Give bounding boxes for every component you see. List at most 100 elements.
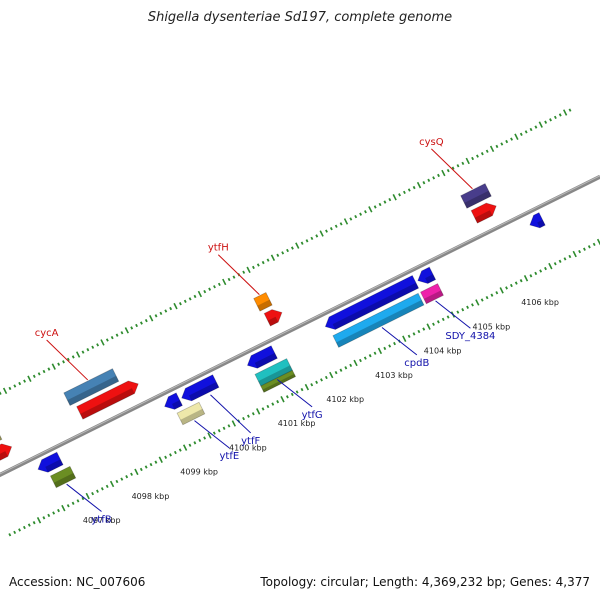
inner-tick-row-mark	[344, 366, 348, 370]
outer-tick-row-mark	[489, 145, 495, 153]
inner-tick-row-mark	[412, 332, 416, 336]
inner-tick-row-mark	[461, 308, 465, 312]
inner-tick-row-mark	[96, 489, 99, 493]
inner-tick-row-mark	[247, 414, 250, 418]
outer-tick-row-mark	[135, 323, 138, 328]
outer-tick-row-mark	[519, 132, 523, 136]
reverse-gene-ytfE	[176, 401, 206, 426]
reverse-gene-ytfE-shade	[180, 408, 205, 425]
outer-tick-row-mark	[2, 387, 8, 395]
inner-tick-row-mark	[71, 501, 75, 505]
inner-tick-row-mark	[349, 363, 353, 368]
inner-tick-row-mark	[495, 291, 499, 295]
outer-tick-row-mark	[266, 258, 270, 262]
inner-tick-row-mark	[222, 426, 226, 430]
inner-tick-row-mark	[523, 275, 529, 282]
inner-tick-row-mark	[363, 356, 367, 360]
gene-ytfe-leader	[194, 420, 230, 449]
outer-tick-row-mark	[110, 335, 114, 340]
inner-tick-row-mark	[8, 533, 12, 537]
gene-ytfe-label: ytfE	[219, 451, 239, 462]
reverse-cds-0	[164, 392, 183, 410]
inner-tick-row-mark	[47, 513, 51, 518]
gene-cysQ-leader	[431, 148, 473, 190]
outer-tick-row-mark	[149, 315, 154, 322]
forward-gene-cysQ	[460, 183, 492, 209]
outer-tick-row-mark	[446, 168, 450, 173]
reverse-extra-0-shade	[262, 373, 296, 393]
reverse-gene-ytfG-shade	[258, 365, 293, 387]
outer-tick-row-mark	[295, 242, 300, 249]
reverse-cds-2	[246, 345, 278, 369]
inner-tick-row-mark	[182, 444, 188, 451]
outer-tick-row-mark	[383, 200, 387, 204]
outer-tick-row-mark	[529, 127, 533, 132]
inner-tick-row-mark	[553, 262, 557, 266]
inner-tick-row-mark	[32, 521, 36, 525]
outer-tick-row-mark	[86, 348, 90, 352]
inner-tick-row-mark	[158, 456, 163, 463]
scale-tick-label: 4101 kbp	[278, 419, 316, 428]
outer-tick-row-mark	[524, 130, 528, 134]
outer-tick-row-mark	[538, 121, 543, 128]
outer-tick-row-mark	[368, 206, 373, 213]
outer-tick-row-mark	[407, 188, 411, 192]
outer-tick-row-mark	[300, 241, 304, 245]
outer-tick-row-mark	[476, 154, 479, 158]
scale-tick-label: 4102 kbp	[326, 395, 364, 404]
outer-tick-row-mark	[57, 362, 61, 366]
inner-tick-row-mark	[134, 468, 139, 476]
inner-tick-row-mark	[383, 346, 387, 351]
outer-tick-row-mark	[378, 202, 382, 207]
outer-tick-row-mark	[325, 229, 328, 233]
outer-tick-row-mark	[432, 176, 436, 180]
scale-tick-label: 4104 kbp	[424, 347, 462, 356]
inner-tick-row-mark	[446, 315, 450, 319]
reverse-gene-ytfB-shade	[53, 473, 76, 488]
outer-tick-row-mark	[217, 282, 221, 287]
scale-tick-label: 4103 kbp	[375, 371, 413, 380]
inner-tick-row-mark	[212, 431, 216, 435]
gene-cycA-leader	[46, 339, 89, 381]
inner-tick-row-mark	[310, 383, 314, 387]
outer-tick-row-mark	[13, 384, 17, 388]
backbone-layer	[0, 174, 600, 478]
inner-tick-row-mark	[173, 450, 177, 455]
outer-tick-row-mark	[154, 314, 158, 318]
outer-tick-row-mark	[465, 157, 470, 165]
outer-tick-row-mark	[568, 108, 572, 112]
gene-ytfg-label: ytfG	[302, 410, 323, 421]
inner-tick-row-mark	[81, 496, 85, 501]
outer-tick-row-mark	[270, 254, 276, 261]
outer-tick-row-mark	[276, 253, 280, 257]
inner-tick-row-mark	[368, 354, 372, 358]
inner-tick-row-mark	[256, 408, 261, 415]
outer-tick-row-mark	[27, 375, 32, 382]
outer-tick-row-mark	[197, 290, 203, 298]
reverse-cds-5	[529, 212, 546, 229]
outer-tick-row-mark	[62, 360, 65, 364]
inner-tick-row-mark	[66, 504, 70, 508]
reverse-gene-SDY_4384	[420, 283, 444, 305]
inner-tick-row-mark	[548, 262, 553, 270]
outer-tick-row-mark	[416, 181, 422, 189]
reverse-gene-SDY_4384-shade	[423, 290, 444, 304]
inner-tick-row-mark	[490, 293, 494, 297]
gene-ytfg-leader	[276, 379, 313, 408]
inner-tick-row-mark	[436, 320, 440, 324]
outer-tick-row-mark	[8, 386, 12, 391]
inner-tick-row-mark	[144, 465, 148, 469]
outer-tick-row-mark	[441, 169, 446, 177]
outer-tick-row-mark	[208, 287, 212, 291]
gene-ytfF-leader	[210, 394, 252, 434]
inner-tick-row-mark	[320, 378, 323, 382]
inner-tick-row-mark	[217, 429, 221, 433]
inner-tick-row-mark	[61, 504, 66, 512]
outer-tick-row-mark	[115, 333, 119, 337]
outer-tick-row-mark	[500, 142, 504, 146]
outer-tick-row-mark	[164, 309, 168, 313]
outer-tick-row-mark	[558, 113, 562, 117]
feature-layer	[0, 183, 546, 489]
forward-cds-0	[0, 443, 13, 461]
